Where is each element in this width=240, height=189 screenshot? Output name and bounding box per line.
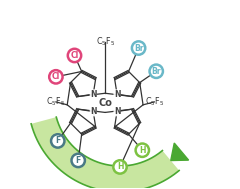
Text: Cl: Cl	[52, 72, 60, 81]
Text: $\mathsf{C_5F_5}$: $\mathsf{C_5F_5}$	[145, 96, 164, 108]
Text: F: F	[76, 156, 81, 165]
Circle shape	[150, 65, 163, 78]
Text: H: H	[117, 162, 123, 171]
Text: N: N	[114, 107, 120, 116]
Polygon shape	[31, 117, 179, 189]
Circle shape	[68, 49, 81, 62]
Text: Br: Br	[134, 43, 143, 53]
Text: Activity: Activity	[143, 4, 206, 29]
Text: Br: Br	[151, 67, 161, 76]
Circle shape	[49, 70, 63, 84]
Polygon shape	[171, 143, 189, 160]
Circle shape	[72, 154, 85, 167]
Circle shape	[113, 160, 127, 174]
Text: H: H	[139, 146, 145, 155]
Text: N: N	[114, 90, 120, 99]
Circle shape	[136, 143, 149, 157]
Text: Cl: Cl	[70, 51, 79, 60]
Text: $\mathsf{C_5F_5}$: $\mathsf{C_5F_5}$	[46, 96, 66, 108]
Text: N: N	[90, 107, 96, 116]
Text: N: N	[90, 90, 96, 99]
Text: $\mathsf{C_5F_5}$: $\mathsf{C_5F_5}$	[96, 35, 115, 48]
Circle shape	[51, 134, 65, 148]
Text: Co: Co	[98, 98, 112, 108]
Text: ORR: ORR	[108, 7, 141, 26]
Circle shape	[132, 41, 145, 55]
Text: F: F	[55, 136, 60, 145]
